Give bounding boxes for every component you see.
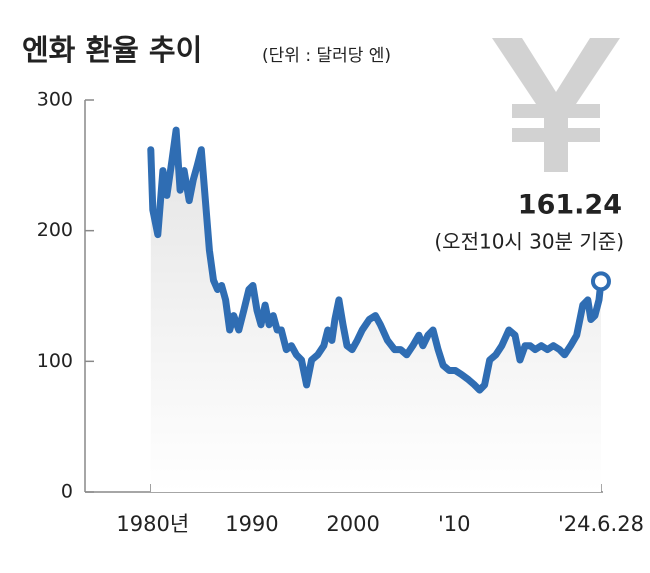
annotation: (오전10시 30분 기준) xyxy=(434,230,624,254)
y-tick-label: 300 xyxy=(37,89,73,111)
y-tick-label: 0 xyxy=(61,481,73,503)
line xyxy=(147,126,605,394)
end-value-label: 161.24 xyxy=(518,190,622,221)
end-point xyxy=(590,271,611,292)
y-tick-label: 100 xyxy=(37,350,73,372)
area xyxy=(150,130,602,492)
x-tick-label: 1980년 xyxy=(116,512,189,536)
chart-title: 엔화 환율 추이 xyxy=(22,33,202,67)
y-tick-label: 200 xyxy=(37,219,73,241)
chart-subtitle: (단위 : 달러당 엔) xyxy=(262,46,391,66)
x-tick-label: '10 xyxy=(438,512,471,536)
x-tick-label: 2000 xyxy=(326,512,379,536)
x-tick-label: 1990 xyxy=(225,512,278,536)
yen-icon xyxy=(492,38,620,172)
x-tick-label: '24.6.28 xyxy=(558,512,644,536)
